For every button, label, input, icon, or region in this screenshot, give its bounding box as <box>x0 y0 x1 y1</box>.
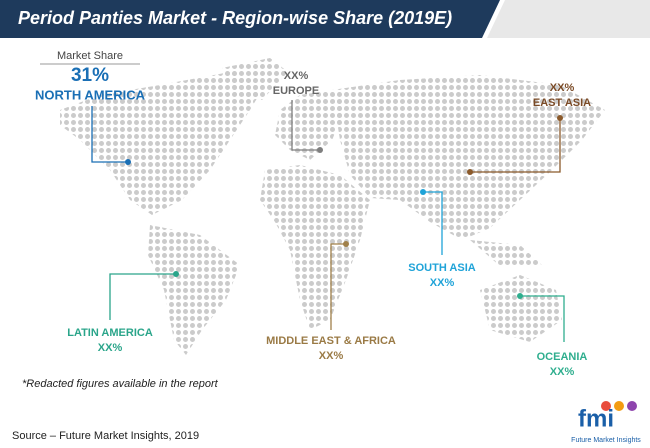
region-value: XX% <box>284 70 309 82</box>
highlight-value: 31% <box>71 65 109 86</box>
region-value: XX% <box>98 342 123 354</box>
logo: fmi Future Market Insights <box>571 401 641 444</box>
marker <box>517 293 523 299</box>
region-value: XX% <box>430 277 455 289</box>
leader-line <box>109 273 176 320</box>
marker <box>173 271 179 277</box>
marker <box>467 169 473 175</box>
region-name: SOUTH ASIA <box>408 262 475 274</box>
region-name: LATIN AMERICA <box>67 327 153 339</box>
logo-mark: fmi <box>578 405 614 432</box>
highlight-caption: Market Share <box>57 50 123 62</box>
title-accent <box>487 0 650 38</box>
marker <box>343 241 349 247</box>
logo-name: Future Market Insights <box>571 437 641 444</box>
title-banner <box>0 0 500 38</box>
source: Source – Future Market Insights, 2019 <box>12 430 199 442</box>
region-name: OCEANIA <box>537 351 588 363</box>
world-map <box>60 58 605 355</box>
marker <box>317 147 323 153</box>
region-value: XX% <box>550 366 575 378</box>
region-value: XX% <box>319 350 344 362</box>
title: Period Panties Market - Region-wise Shar… <box>18 8 452 28</box>
footnote: *Redacted figures available in the repor… <box>22 378 219 390</box>
leader-line <box>91 106 128 163</box>
region-name: EUROPE <box>273 85 319 97</box>
leader-line <box>423 191 443 255</box>
leader-line <box>520 295 565 342</box>
leader-line <box>470 118 561 173</box>
region-value: XX% <box>550 82 575 94</box>
region-name: EAST ASIA <box>533 97 591 109</box>
highlight-region: NORTH AMERICA <box>35 87 146 102</box>
leader-line <box>291 100 320 151</box>
leader-line <box>330 243 346 330</box>
marker <box>420 189 426 195</box>
region-name: MIDDLE EAST & AFRICA <box>266 335 396 347</box>
marker <box>557 115 563 121</box>
marker <box>125 159 131 165</box>
